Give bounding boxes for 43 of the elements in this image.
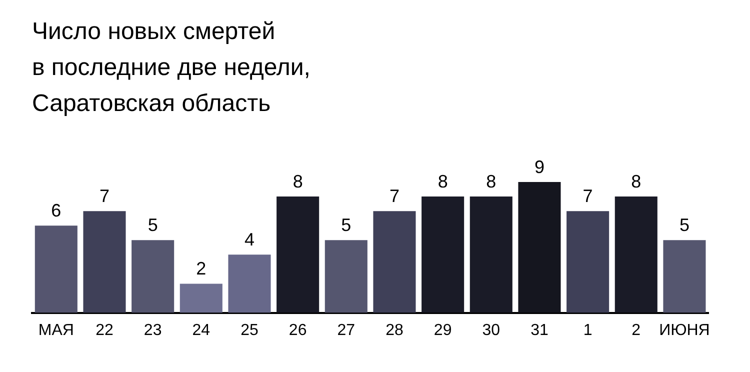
chart-title: Число новых смертей в последние две недели, Саратовская область bbox=[32, 17, 310, 119]
bar bbox=[324, 240, 368, 313]
bar bbox=[276, 196, 320, 313]
bar bbox=[422, 196, 464, 313]
bar bbox=[180, 284, 222, 313]
bar bbox=[470, 196, 512, 313]
x-tick-label: 22 bbox=[96, 322, 114, 339]
data-label: 4 bbox=[244, 230, 254, 250]
data-label: 7 bbox=[389, 186, 400, 206]
data-label: 5 bbox=[341, 215, 352, 236]
x-tick-label: 2 bbox=[632, 322, 641, 339]
x-tick-label: МАЯ bbox=[38, 322, 74, 339]
x-tick-label: 31 bbox=[530, 322, 548, 339]
bar bbox=[373, 211, 416, 313]
data-label: 5 bbox=[679, 215, 690, 236]
bar bbox=[663, 240, 706, 313]
data-label: 8 bbox=[486, 172, 496, 192]
data-label: 8 bbox=[292, 172, 303, 192]
x-tick-label: 29 bbox=[434, 322, 452, 339]
x-tick-label: 1 bbox=[583, 322, 592, 339]
x-tick-label: 24 bbox=[192, 322, 210, 339]
data-label: 6 bbox=[51, 200, 62, 221]
data-label: 5 bbox=[148, 215, 158, 236]
data-label: 8 bbox=[631, 172, 642, 192]
data-label: 7 bbox=[99, 186, 110, 206]
x-tick-label: 25 bbox=[240, 322, 258, 339]
data-label: 7 bbox=[582, 186, 593, 206]
x-tick-label: 30 bbox=[482, 322, 500, 339]
bar bbox=[34, 226, 78, 313]
x-tick-label: ИЮНЯ bbox=[659, 322, 710, 339]
x-tick-label: 23 bbox=[144, 322, 162, 339]
data-label: 2 bbox=[196, 258, 206, 279]
bar bbox=[132, 240, 174, 313]
x-tick-label: 27 bbox=[337, 322, 356, 339]
bar bbox=[228, 254, 271, 313]
data-label: 8 bbox=[438, 172, 448, 192]
bar bbox=[83, 211, 126, 313]
x-tick-label: 28 bbox=[386, 322, 404, 339]
bar bbox=[518, 182, 561, 313]
x-tick-label: 26 bbox=[288, 322, 307, 339]
bar bbox=[566, 211, 610, 313]
bar bbox=[614, 196, 658, 313]
data-label: 9 bbox=[534, 156, 544, 177]
